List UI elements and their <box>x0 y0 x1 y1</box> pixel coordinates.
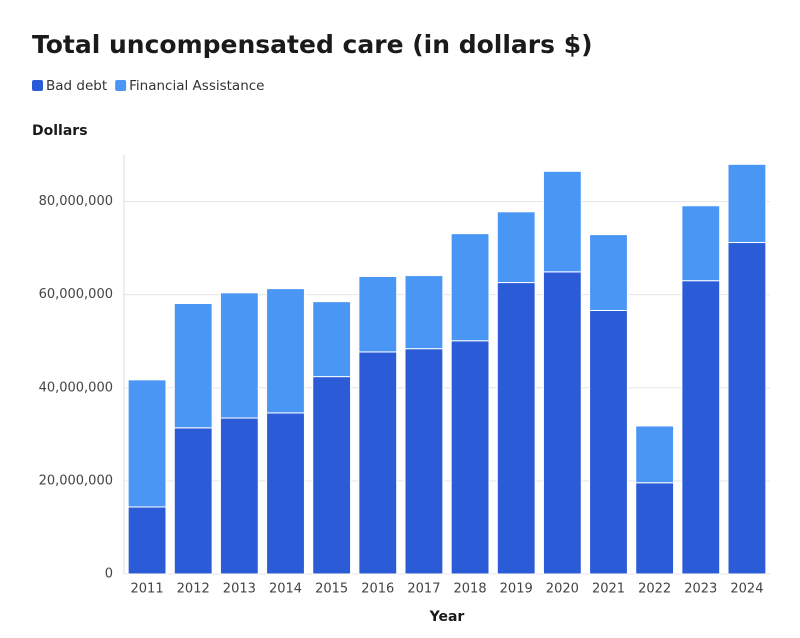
bar-segment <box>404 275 444 350</box>
x-tick-label: 2023 <box>684 582 717 597</box>
y-axis-label: Dollars <box>32 123 88 139</box>
x-tick-label: 2019 <box>500 582 533 597</box>
bar-segment <box>312 376 352 575</box>
y-tick-label: 80,000,000 <box>39 194 113 209</box>
bar-segment <box>312 301 352 378</box>
legend-label: Bad debt <box>46 78 107 94</box>
bar-segment <box>635 425 675 484</box>
x-tick-label: 2011 <box>131 582 164 597</box>
x-tick-label: 2017 <box>407 582 440 597</box>
bar-segment <box>496 211 536 284</box>
legend-swatch <box>115 80 127 91</box>
x-axis-label: Year <box>429 609 465 625</box>
x-tick-label: 2014 <box>269 582 302 597</box>
y-tick-label: 40,000,000 <box>39 380 113 395</box>
bar-segment <box>358 276 398 353</box>
bar-segment <box>219 417 259 575</box>
x-tick-label: 2024 <box>730 582 763 597</box>
bar-segment <box>681 205 721 282</box>
bar-segment <box>589 309 628 575</box>
x-tick-label: 2022 <box>638 582 671 597</box>
y-tick-label: 20,000,000 <box>39 473 113 488</box>
bar-segment <box>727 163 767 244</box>
x-tick-label: 2016 <box>361 582 394 597</box>
bar-segment <box>542 170 582 273</box>
y-tick-label: 0 <box>105 567 113 582</box>
y-tick-label: 60,000,000 <box>39 287 113 302</box>
bar-segment <box>589 234 628 311</box>
x-tick-label: 2015 <box>315 582 348 597</box>
bar-segment <box>266 412 305 575</box>
bar-segment <box>358 351 398 575</box>
x-tick-label: 2018 <box>454 582 487 597</box>
bar-segment <box>127 379 167 508</box>
bar-segment <box>496 282 536 575</box>
bar-segment <box>635 482 675 575</box>
x-tick-label: 2020 <box>546 582 579 597</box>
bar-segment <box>681 280 721 575</box>
legend-swatch <box>32 80 43 91</box>
bar-segment <box>450 340 490 575</box>
bar-segment <box>219 292 259 419</box>
bar-segment <box>450 233 490 342</box>
bar-segment <box>542 271 582 575</box>
bar-segment <box>727 242 767 575</box>
bar-segment <box>266 288 305 414</box>
chart-title: Total uncompensated care (in dollars $) <box>32 30 593 59</box>
bar-segment <box>404 348 444 575</box>
x-tick-label: 2021 <box>592 582 625 597</box>
legend-label: Financial Assistance <box>129 78 264 94</box>
x-tick-label: 2013 <box>223 582 256 597</box>
bar-segment <box>173 427 213 575</box>
bar-segment <box>127 506 167 575</box>
x-tick-label: 2012 <box>177 582 210 597</box>
bar-segment <box>173 303 213 429</box>
